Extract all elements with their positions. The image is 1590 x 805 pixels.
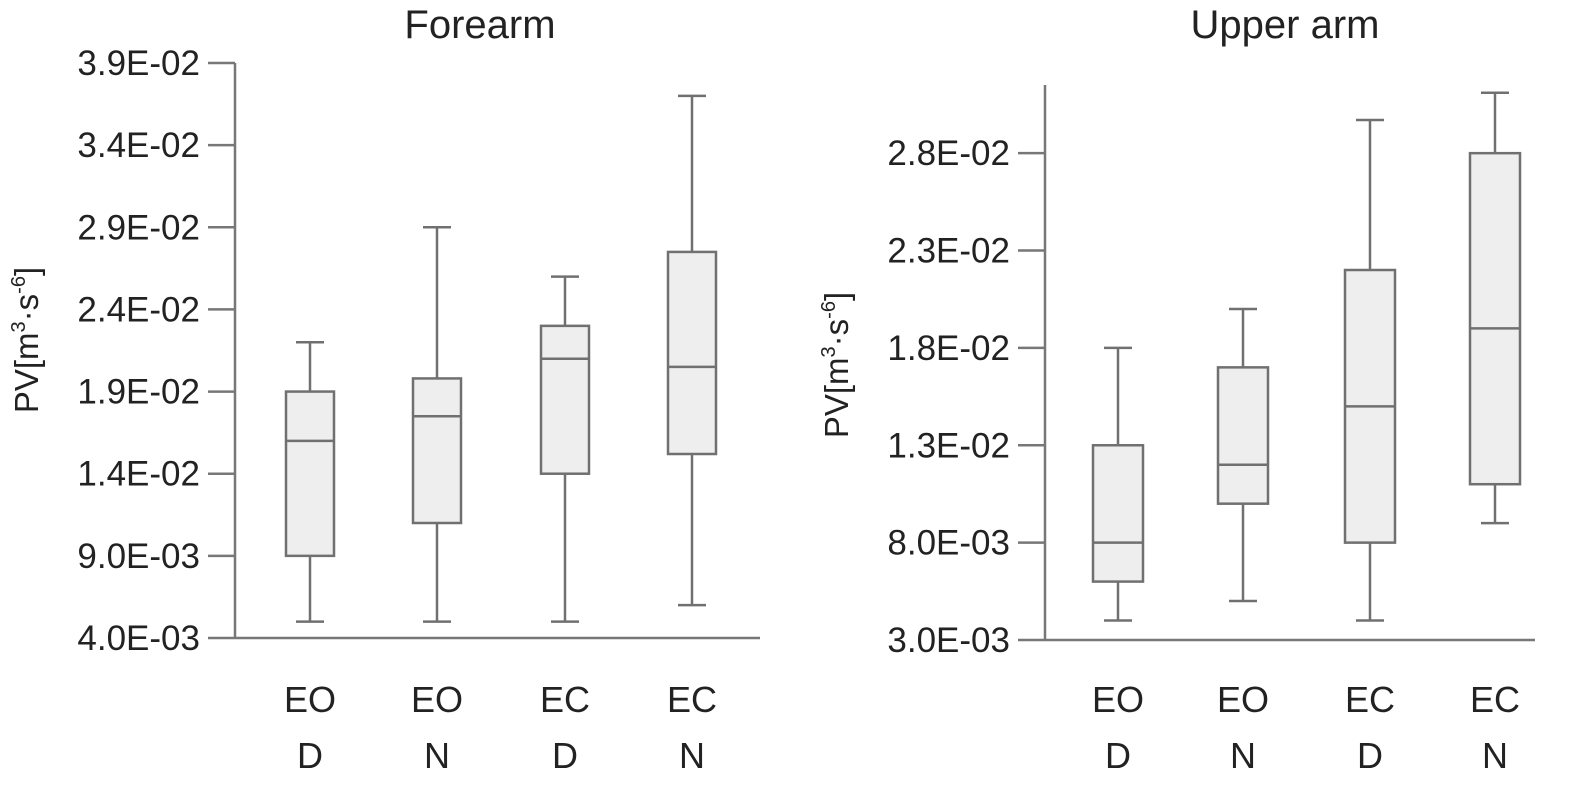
forearm-y-tick-label: 4.0E-03: [77, 619, 200, 658]
forearm-plot-area: 4.0E-03 9.0E-03 1.4E-02 1.9E-02 2.4E-02 2.9E-…: [77, 44, 760, 776]
forearm-y-tick-label: 9.0E-03: [77, 537, 200, 576]
forearm-box: [411, 377, 463, 525]
forearm-x-category-label: EC: [667, 679, 717, 720]
forearm-y-tick-label: 2.9E-02: [77, 208, 200, 247]
upper-arm-x-category-label: EC: [1345, 679, 1395, 720]
forearm-title: Forearm: [404, 3, 555, 47]
forearm-x-category-label: N: [424, 735, 450, 776]
forearm-y-tick-label: 1.9E-02: [77, 373, 200, 412]
upper-arm-x-category-label: D: [1357, 735, 1383, 776]
forearm-x-category-label: D: [297, 735, 323, 776]
upper-arm-y-tick-label: 2.8E-02: [887, 134, 1010, 173]
upper-arm-x-category-label: N: [1230, 735, 1256, 776]
upper-arm-x-category-label: EO: [1217, 679, 1269, 720]
upper-arm-box: [1468, 151, 1522, 486]
upper-arm-y-tick-label: 1.3E-02: [887, 426, 1010, 465]
upper-arm-y-axis-label: PV[m3·s-6]: [818, 292, 855, 438]
forearm-box: [539, 324, 591, 475]
forearm-x-category-label: D: [552, 735, 578, 776]
forearm-y-tick-label: 3.9E-02: [77, 44, 200, 83]
panel-forearm: Forearm PV[m3·s-6] 4.0E-03 9.0E-03 1.4E-02…: [8, 3, 760, 776]
forearm-y-tick-label: 2.4E-02: [77, 290, 200, 329]
forearm-y-axis-label: PV[m3·s-6]: [8, 267, 45, 413]
forearm-box: [284, 390, 336, 558]
upper-arm-plot-area: 3.0E-03 8.0E-03 1.3E-02 1.8E-02 2.3E-02 2.8E-…: [887, 85, 1535, 776]
upper-arm-x-category-label: EO: [1092, 679, 1144, 720]
upper-arm-x-category-label: N: [1482, 735, 1508, 776]
forearm-x-category-label: EC: [540, 679, 590, 720]
upper-arm-box: [1091, 444, 1145, 583]
forearm-x-category-label: EO: [411, 679, 463, 720]
upper-arm-x-category-label: EC: [1470, 679, 1520, 720]
upper-arm-y-tick-label: 2.3E-02: [887, 232, 1010, 271]
upper-arm-box: [1216, 366, 1270, 505]
upper-arm-title: Upper arm: [1191, 3, 1380, 47]
forearm-x-category-label: N: [679, 735, 705, 776]
upper-arm-y-tick-label: 8.0E-03: [887, 524, 1010, 563]
forearm-y-tick-label: 3.4E-02: [77, 126, 200, 165]
forearm-y-tick-label: 1.4E-02: [77, 455, 200, 494]
forearm-x-category-label: EO: [284, 679, 336, 720]
forearm-box: [666, 250, 718, 456]
upper-arm-y-tick-label: 3.0E-03: [887, 621, 1010, 660]
upper-arm-x-category-label: D: [1105, 735, 1131, 776]
upper-arm-y-tick-label: 1.8E-02: [887, 329, 1010, 368]
panel-upper-arm: Upper arm PV[m3·s-6] 3.0E-03 8.0E-03 1.3E-…: [818, 3, 1535, 776]
